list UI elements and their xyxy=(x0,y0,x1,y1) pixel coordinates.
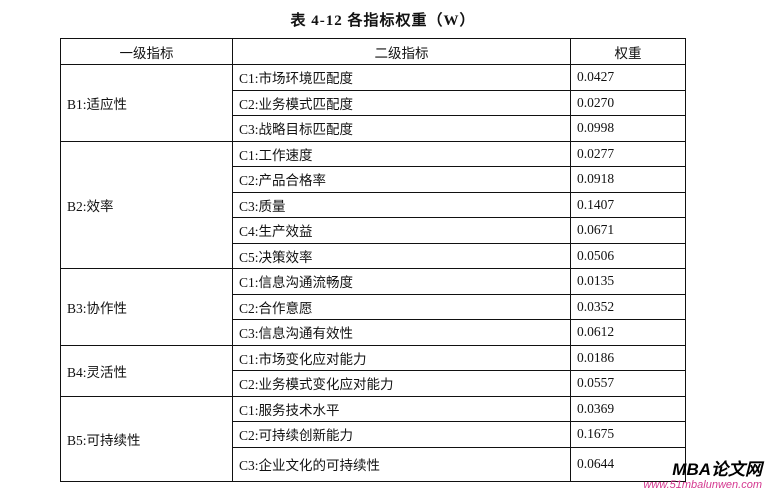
weight-cell: 0.0135 xyxy=(570,268,686,295)
table-row: C4:生产效益 0.0671 xyxy=(61,217,686,244)
level1-cell: B3:协作性 xyxy=(60,268,233,346)
level1-cell: B4:灵活性 xyxy=(60,344,233,397)
level2-cell: C5:决策效率 xyxy=(232,242,571,269)
weight-cell: 0.0612 xyxy=(570,319,686,346)
level2-cell: C1:信息沟通流畅度 xyxy=(232,268,571,295)
level1-cell: B2:效率 xyxy=(60,140,233,269)
weight-cell: 0.0671 xyxy=(570,217,686,244)
table-row: C2:业务模式匹配度 0.0270 xyxy=(61,89,686,116)
weight-cell: 0.0644 xyxy=(570,446,686,482)
level2-cell: C2:业务模式变化应对能力 xyxy=(232,370,571,397)
level2-cell: C3:信息沟通有效性 xyxy=(232,319,571,346)
weight-cell: 0.0352 xyxy=(570,293,686,320)
level1-cell: B1:适应性 xyxy=(60,64,233,142)
level1-cell: B5:可持续性 xyxy=(60,395,233,482)
level2-cell: C4:生产效益 xyxy=(232,217,571,244)
watermark-url: www.51mbalunwen.com xyxy=(643,479,762,491)
table-row: B5:可持续性 C1:服务技术水平 0.0369 xyxy=(60,395,686,482)
level2-cell: C2:可持续创新能力 xyxy=(232,421,571,448)
level2-cell: C1:市场环境匹配度 xyxy=(232,64,571,91)
table-row: C2:业务模式变化应对能力 0.0557 xyxy=(61,370,686,397)
table-row: B2:效率 C1:工作速度 0.0277 xyxy=(60,140,686,269)
weight-cell: 0.0998 xyxy=(570,115,686,142)
weight-cell: 0.0427 xyxy=(570,64,686,91)
table-row: C2:产品合格率 0.0918 xyxy=(61,166,686,193)
header-weight: 权重 xyxy=(570,38,686,65)
level2-cell: C2:合作意愿 xyxy=(232,293,571,320)
table-row: C3:企业文化的可持续性 0.0644 xyxy=(61,446,686,482)
weight-cell: 0.0277 xyxy=(570,140,686,167)
table-row: C3:信息沟通有效性 0.0612 xyxy=(61,319,686,346)
watermark-brand: MBA论文网 xyxy=(672,460,762,479)
table-row: B4:灵活性 C1:市场变化应对能力 0.0186 xyxy=(60,344,686,397)
level2-cell: C3:质量 xyxy=(232,191,571,218)
weight-cell: 0.0918 xyxy=(570,166,686,193)
level2-cell: C3:战略目标匹配度 xyxy=(232,115,571,142)
header-level1: 一级指标 xyxy=(60,38,233,65)
table-row: B3:协作性 C1:信息沟通流畅度 0.0135 xyxy=(60,268,686,346)
header-row: 一级指标 二级指标 权重 xyxy=(60,38,686,65)
level2-cell: C3:企业文化的可持续性 xyxy=(232,446,571,482)
table-title: 表 4-12 各指标权重（W） xyxy=(290,13,476,29)
weight-cell: 0.0186 xyxy=(570,344,686,371)
level2-cell: C1:服务技术水平 xyxy=(232,395,571,422)
watermark: MBA论文网 www.51mbalunwen.com xyxy=(643,460,762,492)
level2-cell: C2:产品合格率 xyxy=(232,166,571,193)
weight-cell: 0.0270 xyxy=(570,89,686,116)
weight-cell: 0.0369 xyxy=(570,395,686,422)
table-row: C2:合作意愿 0.0352 xyxy=(61,293,686,320)
level2-cell: C1:市场变化应对能力 xyxy=(232,344,571,371)
level2-cell: C2:业务模式匹配度 xyxy=(232,89,571,116)
weight-cell: 0.0506 xyxy=(570,242,686,269)
header-level2: 二级指标 xyxy=(232,38,571,65)
level2-cell: C1:工作速度 xyxy=(232,140,571,167)
weight-cell: 0.0557 xyxy=(570,370,686,397)
weight-cell: 0.1675 xyxy=(570,421,686,448)
weight-cell: 0.1407 xyxy=(570,191,686,218)
table-row: C3:质量 0.1407 xyxy=(61,191,686,218)
table-row: B1:适应性 C1:市场环境匹配度 0.0427 xyxy=(60,64,686,142)
weights-table: 一级指标 二级指标 权重 B1:适应性 C1:市场环境匹配度 0.0427 C2:业务… xyxy=(60,38,686,482)
table-row: C5:决策效率 0.0506 xyxy=(61,242,686,269)
